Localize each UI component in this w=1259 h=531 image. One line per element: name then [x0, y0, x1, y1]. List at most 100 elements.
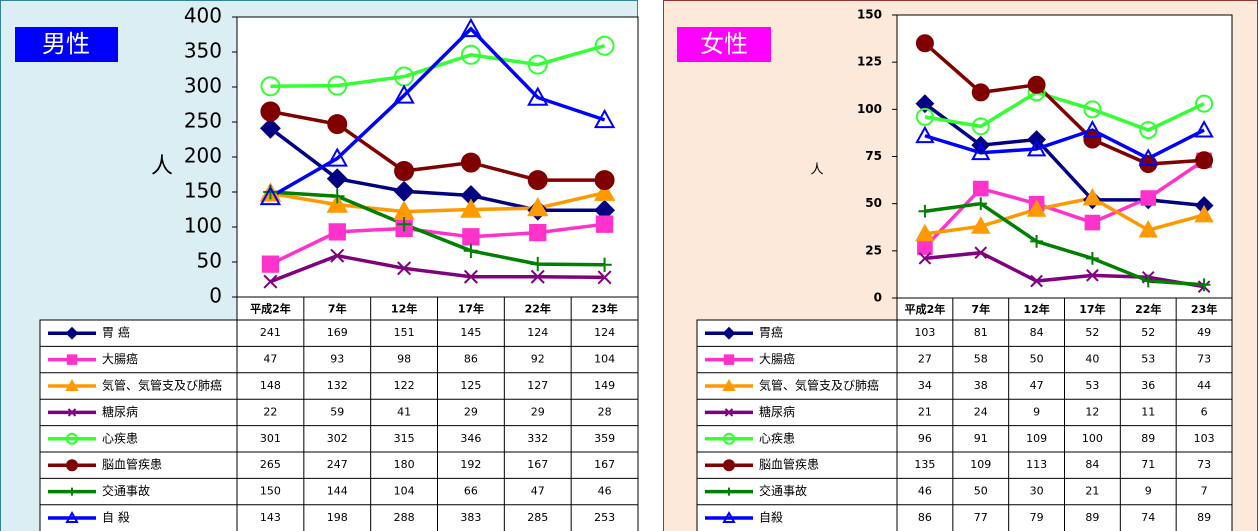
table-cell: 86: [918, 511, 932, 524]
y-tick-label: 150: [857, 8, 882, 22]
marker: [1086, 269, 1099, 282]
marker: [65, 459, 79, 472]
table-cell: 11: [1141, 405, 1155, 418]
y-tick-label: 200: [184, 144, 222, 168]
marker: [974, 197, 988, 211]
y-axis-label: 人: [810, 163, 823, 178]
legend-label: 心疾患: [759, 430, 795, 445]
marker: [326, 147, 348, 167]
marker: [918, 204, 932, 218]
legend-label: 自殺: [759, 511, 783, 525]
marker: [1197, 278, 1211, 292]
marker: [527, 170, 548, 191]
marker: [915, 34, 934, 53]
table-cell: 28: [598, 405, 612, 418]
marker: [393, 84, 415, 104]
title-box: [677, 27, 771, 62]
marker: [1026, 199, 1047, 217]
marker: [460, 44, 481, 65]
table-cell: 89: [1141, 432, 1155, 445]
table-cell: 58: [974, 353, 988, 366]
marker: [327, 114, 348, 135]
table-cell: 113: [1026, 458, 1047, 471]
marker: [1082, 187, 1103, 206]
table-cell: 50: [974, 485, 988, 498]
table-cell: 103: [914, 326, 935, 339]
table-cell: 66: [464, 485, 478, 498]
table-cell: 109: [1026, 432, 1047, 445]
marker: [725, 487, 733, 496]
legend-label: 大腸癌: [102, 351, 138, 366]
table-cell: 192: [460, 458, 481, 471]
table-cell: 346: [460, 432, 481, 445]
marker: [597, 257, 612, 272]
series-line: [923, 102, 1205, 208]
table-cell: 301: [260, 432, 281, 445]
series-line: [269, 26, 606, 199]
marker: [972, 180, 989, 197]
marker: [259, 185, 282, 206]
y-tick-label: 50: [865, 196, 882, 210]
marker: [527, 86, 549, 106]
table-cell: 46: [918, 485, 932, 498]
table-cell: 124: [594, 326, 615, 339]
marker: [971, 117, 990, 136]
table-cell: 148: [260, 379, 281, 392]
table-cell: 47: [263, 353, 277, 366]
marker: [530, 256, 545, 272]
table-cell: 46: [598, 485, 612, 498]
legend-label: 交通事故: [102, 483, 150, 498]
table-cell: 6: [1201, 405, 1208, 418]
marker: [330, 248, 345, 263]
table-cell: 44: [1197, 379, 1211, 392]
marker: [1030, 274, 1043, 288]
table-cell: 50: [1030, 353, 1044, 366]
marker: [722, 432, 736, 445]
marker: [1030, 235, 1043, 248]
series-line: [924, 250, 1205, 289]
marker: [1138, 220, 1158, 238]
table-cell: 103: [1194, 432, 1215, 445]
table-cell: 92: [531, 353, 545, 366]
table-cell: 265: [260, 458, 281, 471]
legend-label: 心疾患: [102, 430, 138, 445]
series-line: [924, 128, 1205, 161]
table-cell: 52: [1085, 326, 1099, 339]
table-cell: 302: [327, 432, 348, 445]
marker: [260, 117, 281, 139]
table-cell: 96: [918, 432, 932, 445]
table-cell: 73: [1197, 353, 1211, 366]
table-cell: 12: [1085, 405, 1099, 418]
table-cell: 30: [1030, 485, 1044, 498]
marker: [260, 76, 281, 97]
table-cell: 104: [394, 485, 415, 498]
marker: [397, 261, 412, 276]
table-cell: 169: [327, 326, 348, 339]
title-box: [15, 27, 118, 62]
table-cell: 41: [397, 405, 411, 418]
y-axis-label: 人: [151, 154, 173, 179]
marker: [971, 142, 991, 161]
marker: [915, 125, 935, 144]
marker: [593, 108, 616, 129]
table-cell: 84: [1085, 458, 1099, 471]
marker: [460, 17, 482, 38]
marker: [68, 487, 76, 496]
table-cell: 241: [260, 326, 281, 339]
marker: [918, 252, 932, 265]
marker: [1140, 190, 1157, 206]
marker: [463, 269, 478, 284]
marker: [722, 378, 736, 391]
x-tick-label: 17年: [458, 302, 484, 316]
table-cell: 149: [594, 379, 615, 392]
table-cell: 91: [974, 432, 988, 445]
series-line: [270, 44, 606, 89]
marker: [594, 35, 615, 56]
table-cell: 29: [531, 405, 545, 418]
marker: [1026, 138, 1047, 157]
marker: [263, 274, 278, 289]
x-tick-label: 22年: [525, 302, 551, 316]
x-tick-label: 17年: [1079, 302, 1105, 316]
table-cell: 22: [263, 405, 277, 418]
table-cell: 100: [1082, 432, 1103, 445]
